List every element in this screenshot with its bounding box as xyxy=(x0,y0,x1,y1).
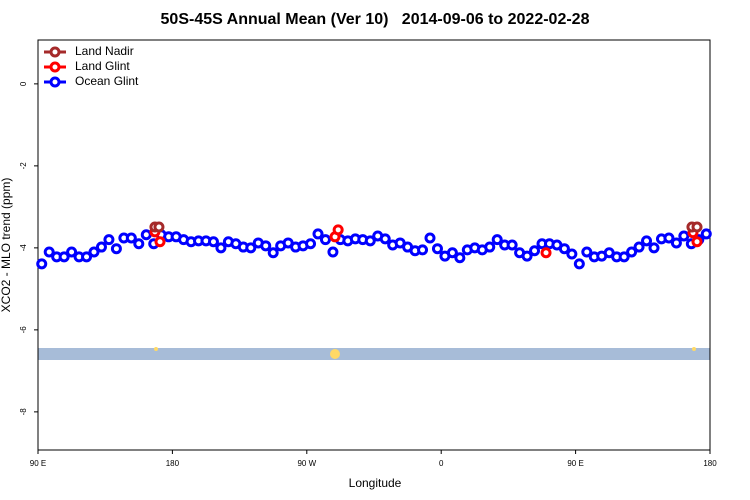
point xyxy=(678,230,690,242)
y-tick-label: -4 xyxy=(19,244,28,252)
point xyxy=(36,258,48,270)
legend-label: Land Glint xyxy=(75,59,130,73)
x-tick-label: 0 xyxy=(439,459,444,468)
point xyxy=(691,221,703,233)
point xyxy=(431,243,443,255)
y-tick-label: -6 xyxy=(19,326,28,334)
plot-frame xyxy=(37,39,711,451)
point xyxy=(641,235,653,247)
y-axis-label: XCO2 - MLO trend (ppm) xyxy=(0,178,13,313)
land-dot xyxy=(154,347,158,351)
point xyxy=(245,242,257,254)
legend-marker xyxy=(49,46,61,58)
land-dot xyxy=(330,349,340,359)
y-tick-label: 0 xyxy=(19,81,28,86)
point xyxy=(154,236,166,248)
point xyxy=(691,236,703,248)
point xyxy=(95,241,107,253)
land-dot xyxy=(692,347,696,351)
point xyxy=(670,237,682,249)
point xyxy=(648,242,660,254)
x-tick-label: 180 xyxy=(166,459,180,468)
x-axis-label: Longitude xyxy=(349,476,402,490)
point xyxy=(207,236,219,248)
point xyxy=(529,245,541,257)
legend-marker xyxy=(49,76,61,88)
point xyxy=(305,238,317,250)
point xyxy=(327,246,339,258)
point xyxy=(364,235,376,247)
legend-label: Land Nadir xyxy=(75,44,134,58)
point xyxy=(133,238,145,250)
point xyxy=(700,228,712,240)
x-tick-label: 90 E xyxy=(567,459,583,468)
point xyxy=(140,229,152,241)
point xyxy=(566,248,578,260)
point xyxy=(379,233,391,245)
point xyxy=(446,247,458,259)
point xyxy=(267,247,279,259)
point xyxy=(319,234,331,246)
point xyxy=(618,251,630,263)
point xyxy=(332,224,344,236)
point xyxy=(626,246,638,258)
land-ocean-band xyxy=(38,348,710,360)
point xyxy=(43,246,55,258)
point xyxy=(521,250,533,262)
point xyxy=(81,251,93,263)
point xyxy=(215,242,227,254)
point xyxy=(260,240,272,252)
x-tick-label: 180 xyxy=(703,459,717,468)
point xyxy=(484,241,496,253)
x-tick-label: 90 W xyxy=(297,459,316,468)
point xyxy=(424,232,436,244)
x-tick-label: 90 E xyxy=(30,459,46,468)
point xyxy=(491,234,503,246)
legend-label: Ocean Glint xyxy=(75,74,139,88)
point xyxy=(417,244,429,256)
point xyxy=(110,243,122,255)
point xyxy=(66,246,78,258)
chart-title: 50S-45S Annual Mean (Ver 10) 2014-09-06 … xyxy=(161,11,590,28)
point xyxy=(153,221,165,233)
legend-marker xyxy=(49,61,61,73)
point xyxy=(540,247,552,259)
y-tick-label: -2 xyxy=(19,162,28,170)
point xyxy=(88,246,100,258)
point xyxy=(506,239,518,251)
point xyxy=(663,232,675,244)
point xyxy=(454,252,466,264)
point xyxy=(573,258,585,270)
point xyxy=(312,228,324,240)
point xyxy=(633,241,645,253)
y-tick-label: -8 xyxy=(19,408,28,416)
point xyxy=(125,232,137,244)
point xyxy=(103,234,115,246)
point xyxy=(58,251,70,263)
point xyxy=(558,243,570,255)
point xyxy=(581,246,593,258)
